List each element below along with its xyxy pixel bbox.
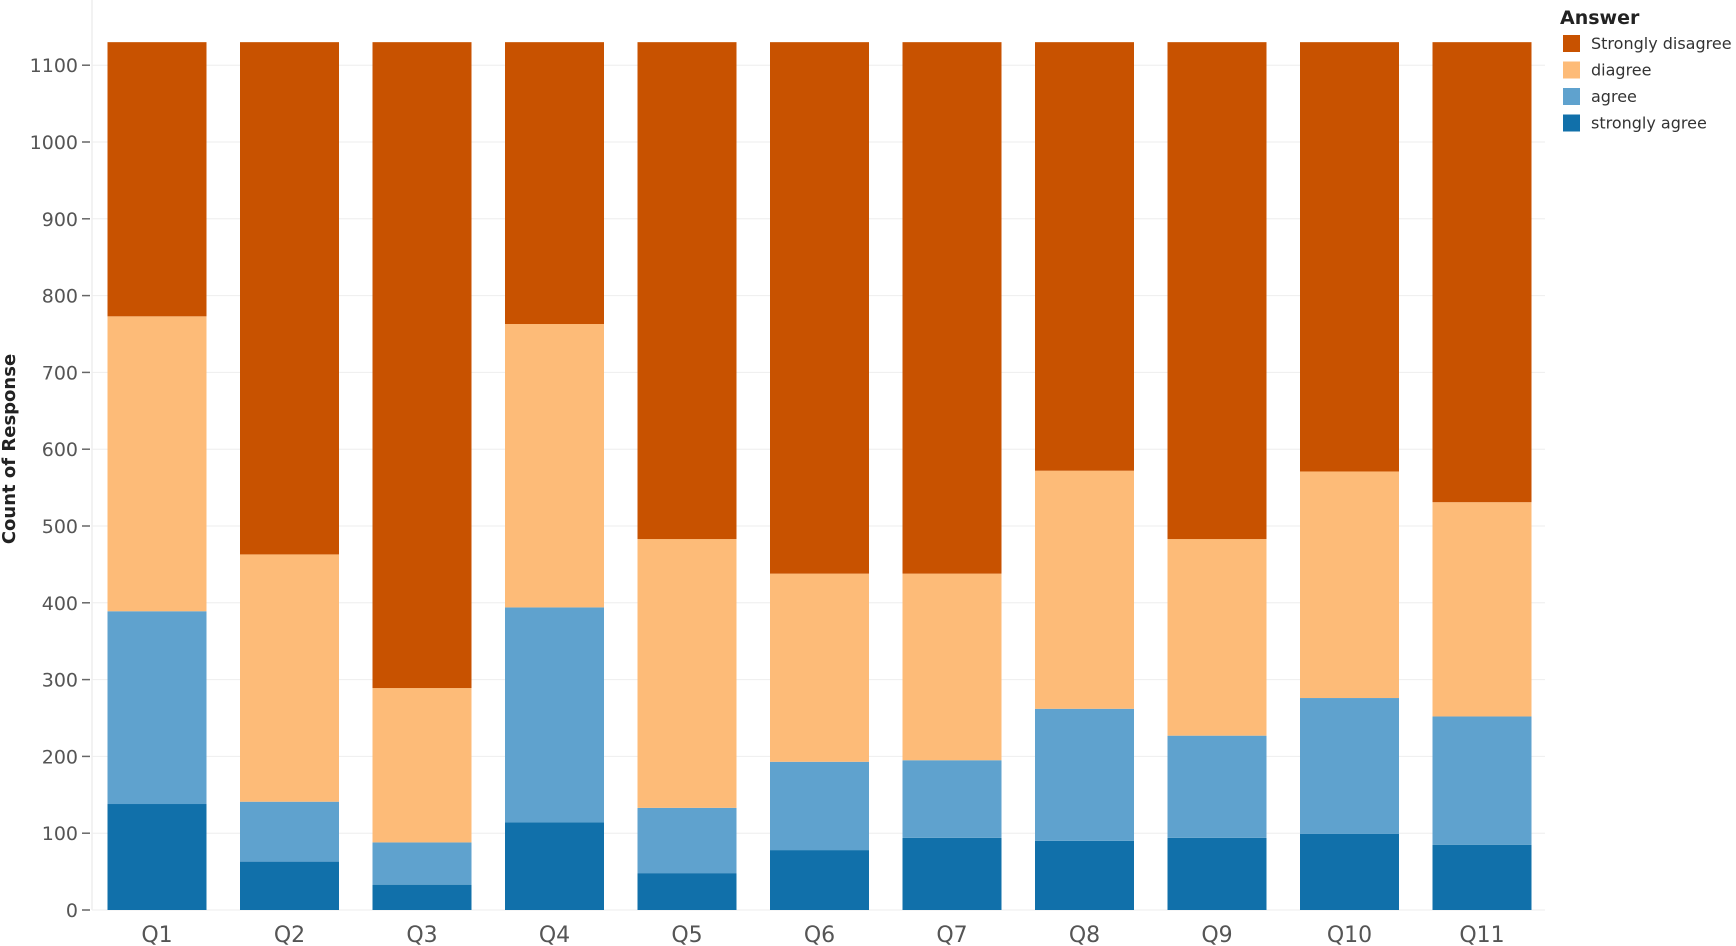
x-tick-label-q11: Q11: [1459, 923, 1504, 946]
bar-segment-q3-strongly-agree: [372, 884, 472, 910]
bar-segment-q1-agree: [107, 611, 207, 805]
bar-segment-q6-agree: [770, 761, 869, 851]
legend-swatch: [1563, 35, 1580, 52]
y-tick-label: 1000: [30, 132, 78, 154]
bar-segment-q7-strongly-disagree: [902, 42, 1002, 574]
bar-segment-q1-diagree: [107, 316, 207, 612]
x-tick-label-q1: Q1: [141, 923, 172, 946]
legend-swatch: [1563, 88, 1580, 105]
bar-segment-q5-diagree: [637, 539, 737, 808]
bar-segment-q1-strongly-agree: [107, 804, 207, 910]
bar-segment-q5-strongly-agree: [637, 873, 737, 910]
bar-segment-q5-agree: [637, 807, 737, 874]
y-tick-label: 400: [42, 593, 78, 615]
bar-segment-q8-strongly-agree: [1035, 840, 1134, 910]
bar-segment-q3-diagree: [372, 688, 472, 843]
bar-segment-q2-strongly-agree: [240, 861, 339, 910]
x-tick-label-q2: Q2: [274, 923, 305, 946]
legend-item-label: diagree: [1591, 61, 1651, 80]
bar-segment-q2-agree: [240, 801, 339, 862]
bar-segment-q8-agree: [1035, 708, 1134, 841]
legend-item-label: strongly agree: [1591, 114, 1707, 133]
bar-segment-q11-strongly-agree: [1432, 844, 1532, 910]
y-tick-label: 0: [66, 900, 78, 922]
bar-segment-q4-strongly-agree: [505, 822, 604, 910]
legend-swatch: [1563, 114, 1580, 132]
x-tick-label-q3: Q3: [406, 923, 437, 946]
bar-segment-q11-strongly-disagree: [1432, 42, 1532, 503]
bar-segment-q6-diagree: [770, 573, 869, 762]
bar-segment-q4-agree: [505, 607, 604, 823]
bars: [107, 42, 1532, 910]
bar-segment-q3-agree: [372, 842, 472, 885]
legend-item-label: agree: [1591, 87, 1637, 106]
bar-segment-q7-agree: [902, 760, 1002, 838]
bar-segment-q1-strongly-disagree: [107, 42, 207, 317]
legend-swatch: [1563, 61, 1580, 79]
bar-segment-q10-strongly-disagree: [1300, 42, 1399, 472]
bar-segment-q11-agree: [1432, 716, 1532, 845]
bar-segment-q5-strongly-disagree: [637, 42, 737, 540]
bar-segment-q9-agree: [1167, 735, 1267, 838]
bar-segment-q3-strongly-disagree: [372, 42, 472, 689]
bar-segment-q10-agree: [1300, 698, 1399, 834]
bar-segment-q11-diagree: [1432, 502, 1532, 717]
bar-segment-q7-diagree: [902, 573, 1002, 761]
bar-segment-q4-diagree: [505, 324, 604, 608]
bar-segment-q8-diagree: [1035, 470, 1134, 709]
y-tick-label: 1100: [30, 55, 78, 77]
x-tick-label-q10: Q10: [1327, 923, 1372, 946]
y-axis-title: Count of Response: [0, 354, 20, 544]
legend: Answer Strongly disagree diagree agree stro…: [1560, 7, 1732, 133]
y-tick-label: 900: [42, 209, 78, 231]
y-tick-label: 600: [42, 439, 78, 461]
x-tick-label-q5: Q5: [671, 923, 702, 946]
x-tick-label-q9: Q9: [1201, 923, 1232, 946]
legend-item-label: Strongly disagree: [1591, 34, 1732, 53]
x-tick-label-q7: Q7: [936, 923, 967, 946]
x-tick-label-q8: Q8: [1069, 923, 1100, 946]
bar-segment-q10-strongly-agree: [1300, 833, 1399, 910]
bar-segment-q9-diagree: [1167, 539, 1267, 736]
y-tick-label: 300: [42, 670, 78, 692]
y-tick-label: 500: [42, 516, 78, 538]
y-tick-label: 700: [42, 362, 78, 384]
bar-segment-q10-diagree: [1300, 471, 1399, 699]
bar-segment-q6-strongly-agree: [770, 850, 869, 910]
y-tick-label: 200: [42, 746, 78, 768]
bar-segment-q7-strongly-agree: [902, 837, 1002, 910]
bar-segment-q4-strongly-disagree: [505, 42, 604, 325]
y-axis: 0 100 200 300 400 500 600 700 800 900 1000 1100: [30, 55, 90, 922]
x-tick-label-q4: Q4: [539, 923, 570, 946]
legend-title: Answer: [1560, 7, 1640, 29]
bar-segment-q6-strongly-disagree: [770, 42, 869, 574]
bar-segment-q2-diagree: [240, 554, 339, 802]
x-axis: Q1 Q2 Q3 Q4 Q5 Q6 Q7 Q8 Q9 Q10 Q11: [141, 923, 1504, 946]
x-tick-label-q6: Q6: [804, 923, 835, 946]
bar-segment-q9-strongly-agree: [1167, 837, 1267, 910]
y-tick-label: 100: [42, 823, 78, 845]
bar-segment-q9-strongly-disagree: [1167, 42, 1267, 540]
y-tick-label: 800: [42, 286, 78, 308]
bar-segment-q8-strongly-disagree: [1035, 42, 1134, 471]
bar-segment-q2-strongly-disagree: [240, 42, 339, 555]
